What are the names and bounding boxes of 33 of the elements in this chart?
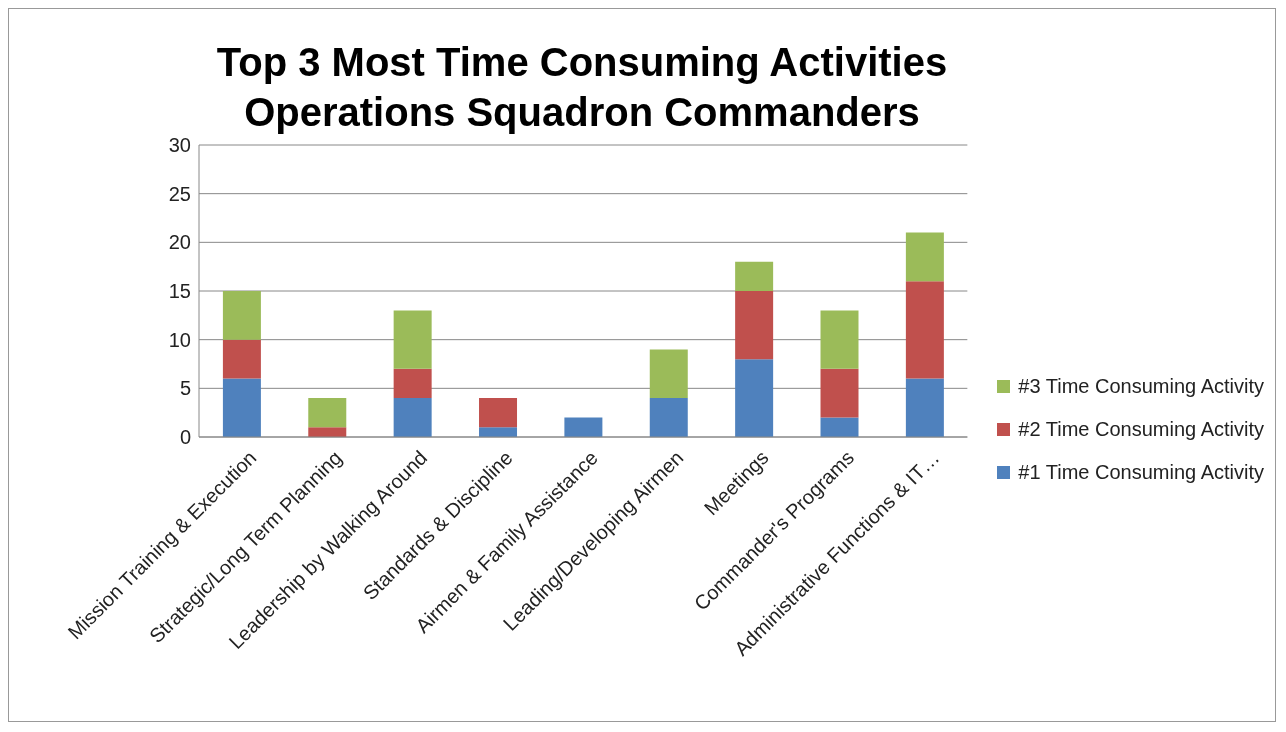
legend-label: #3 Time Consuming Activity xyxy=(1018,375,1264,398)
bar xyxy=(649,349,688,399)
bar xyxy=(479,398,518,428)
bar xyxy=(222,339,261,379)
bar xyxy=(820,417,859,437)
bar xyxy=(479,427,518,437)
bar xyxy=(564,417,603,437)
y-tick-label: 25 xyxy=(168,182,191,205)
bar xyxy=(905,378,944,437)
y-tick-label: 30 xyxy=(168,134,191,157)
y-tick-label: 20 xyxy=(168,231,191,254)
legend-label: #1 Time Consuming Activity xyxy=(1018,461,1264,484)
bar xyxy=(905,232,944,282)
bar xyxy=(820,368,859,418)
bar xyxy=(393,368,432,399)
bar xyxy=(735,291,774,360)
bar xyxy=(222,378,261,437)
y-tick-label: 10 xyxy=(168,328,191,351)
legend-label: #2 Time Consuming Activity xyxy=(1018,418,1264,441)
bar xyxy=(905,281,944,379)
bar xyxy=(393,310,432,369)
y-tick-label: 15 xyxy=(168,280,191,303)
chart-title: Top 3 Most Time Consuming Activities Operations Squadron Commanders xyxy=(215,39,949,136)
bar xyxy=(222,291,261,340)
y-tick-label: 0 xyxy=(179,426,191,449)
y-tick-label: 5 xyxy=(179,377,191,400)
bar xyxy=(308,398,347,428)
bar xyxy=(820,310,859,369)
bar xyxy=(393,398,432,437)
bar xyxy=(649,398,688,437)
bar xyxy=(308,427,347,437)
bar xyxy=(735,261,774,291)
bar xyxy=(735,359,774,437)
